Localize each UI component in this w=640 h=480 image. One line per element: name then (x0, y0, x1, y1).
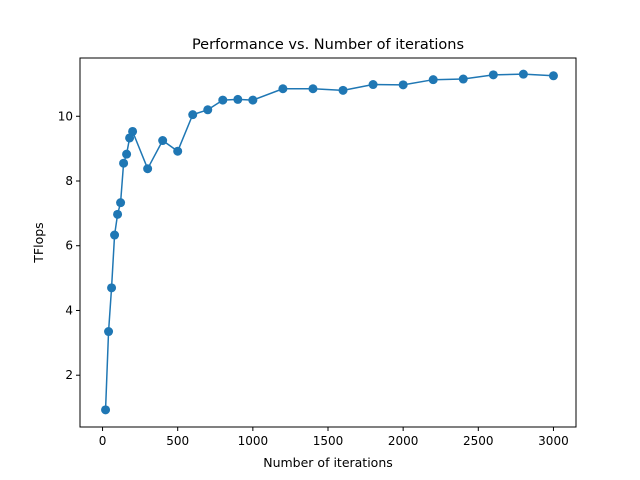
data-point (368, 80, 378, 90)
data-point (233, 94, 243, 104)
data-point (104, 327, 114, 337)
data-point (248, 95, 258, 105)
data-point (107, 283, 117, 293)
chart-title: Performance vs. Number of iterations (192, 37, 464, 53)
data-point (119, 158, 129, 168)
data-point (548, 71, 558, 81)
y-tick-label: 10 (58, 109, 73, 123)
data-point (116, 198, 126, 208)
data-point (203, 105, 213, 115)
data-point (101, 405, 111, 415)
x-tick-label: 2500 (463, 434, 494, 448)
data-point (518, 69, 528, 79)
data-point (278, 84, 288, 94)
data-point (308, 84, 318, 94)
y-tick-label: 6 (65, 239, 73, 253)
x-axis-label: Number of iterations (263, 455, 393, 470)
data-point (428, 75, 438, 85)
x-tick-label: 1000 (238, 434, 269, 448)
y-axis: 2 4 6 8 10 (58, 109, 80, 382)
data-point (458, 74, 468, 84)
x-tick-label: 1500 (313, 434, 344, 448)
data-point (218, 95, 228, 105)
y-tick-label: 8 (65, 174, 73, 188)
data-point (488, 70, 498, 80)
data-point (158, 136, 168, 146)
data-point (338, 85, 348, 95)
x-tick-label: 2000 (388, 434, 419, 448)
data-point (122, 149, 132, 159)
data-point (173, 146, 183, 156)
data-point (128, 126, 138, 136)
data-point (143, 164, 153, 174)
data-point (398, 80, 408, 90)
y-tick-label: 4 (65, 303, 73, 317)
y-tick-label: 2 (65, 368, 73, 382)
data-point (188, 110, 198, 120)
x-tick-label: 3000 (538, 434, 569, 448)
data-point (113, 209, 123, 219)
x-axis: 0 500 1000 1500 2000 2500 3000 (99, 427, 569, 448)
x-tick-label: 500 (166, 434, 189, 448)
x-tick-label: 0 (99, 434, 107, 448)
plot-area (101, 69, 558, 415)
y-axis-label: TFlops (31, 222, 46, 263)
data-point (110, 230, 120, 240)
series-line (104, 73, 554, 410)
